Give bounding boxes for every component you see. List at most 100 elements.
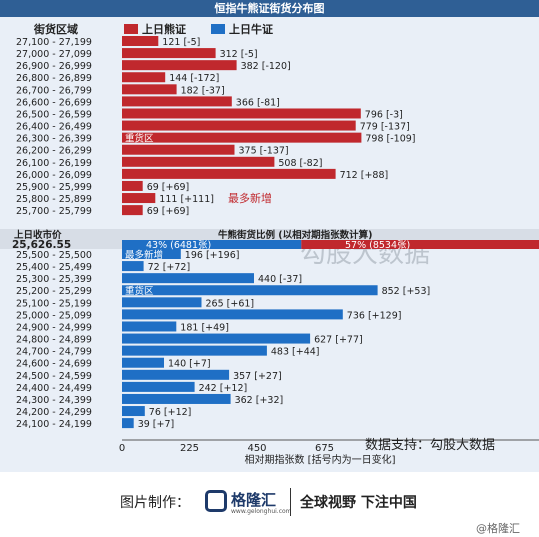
bear-value-label: 366 [-81] <box>236 97 280 108</box>
bull-zone-label: 24,400 - 24,499 <box>16 383 92 394</box>
bull-bar <box>122 321 177 332</box>
x-tick-label: 450 <box>247 443 266 454</box>
bull-value-label: 72 [+72] <box>148 262 191 273</box>
bull-value-label: 440 [-37] <box>258 274 302 285</box>
bear-zone-label: 26,100 - 26,199 <box>16 158 92 169</box>
bear-value-label: 508 [-82] <box>278 158 322 169</box>
bear-value-label: 182 [-37] <box>181 85 225 96</box>
bear-bar <box>122 48 216 59</box>
bull-zone-label: 25,500 - 25,500 <box>16 250 92 261</box>
x-tick-label: 675 <box>315 443 334 454</box>
bull-bar <box>122 357 164 368</box>
legend-bear-label: 上日熊证 <box>142 22 186 36</box>
bull-bar <box>122 261 144 272</box>
bull-bar <box>122 249 181 259</box>
bear-value-label: 798 [-109] <box>365 134 415 145</box>
legend-zone-label: 街货区域 <box>33 22 78 36</box>
bear-bar <box>122 84 177 95</box>
bull-zone-label: 25,000 - 25,099 <box>16 310 92 321</box>
chart-area: 勾股大数据 街货区域 上日熊证 上日牛证 27,100 - 27,199 121 [-… <box>0 17 539 472</box>
legend-bull-label: 上日牛证 <box>229 22 273 36</box>
bull-value-label: 627 [+77] <box>314 335 363 346</box>
brand-url: www.gelonghui.com <box>231 508 292 515</box>
bull-value-label: 362 [+32] <box>235 395 284 406</box>
heavy-bear-annotation: 重货区 <box>125 133 154 145</box>
x-tick-label: 225 <box>180 443 199 454</box>
bear-value-label: 796 [-3] <box>365 109 403 120</box>
bear-bar <box>122 205 143 216</box>
bull-bar <box>122 333 311 344</box>
bear-zone-label: 26,400 - 26,499 <box>16 122 92 133</box>
bull-zone-label: 24,100 - 24,199 <box>16 419 92 430</box>
bear-bar <box>122 108 361 119</box>
bear-bar <box>122 132 362 143</box>
bull-value-label: 852 [+53] <box>382 286 431 297</box>
bull-zone-label: 24,200 - 24,299 <box>16 407 92 418</box>
brand-name: 格隆汇 <box>231 491 277 509</box>
bear-bar <box>122 144 235 155</box>
bull-bar <box>122 345 267 356</box>
bull-bar <box>122 381 195 392</box>
bull-zone-label: 24,500 - 24,599 <box>16 371 92 382</box>
bear-zone-label: 25,900 - 25,999 <box>16 182 92 193</box>
brand-logo-icon <box>205 490 227 512</box>
footer: 图片制作： 格隆汇 www.gelonghui.com 全球视野 下注中国 @格… <box>0 472 539 537</box>
legend-bear-swatch <box>124 24 138 34</box>
bear-value-label: 69 [+69] <box>147 206 190 217</box>
bull-value-label: 39 [+7] <box>138 419 175 430</box>
bear-zone-label: 27,000 - 27,099 <box>16 49 92 60</box>
x-axis-title: 相对期指张数 [括号内为一日变化] <box>245 453 396 466</box>
bear-zone-label: 26,000 - 26,099 <box>16 170 92 181</box>
bear-bar <box>122 120 356 131</box>
bear-value-label: 121 [-5] <box>162 37 200 48</box>
bull-bar <box>122 369 230 380</box>
bear-zone-label: 26,900 - 26,999 <box>16 61 92 72</box>
bear-bar <box>122 168 336 179</box>
bear-ratio-bar <box>301 240 539 249</box>
bear-zone-label: 27,100 - 27,199 <box>16 37 92 48</box>
bear-new-high-annotation: 最多新增 <box>228 191 272 205</box>
bull-bar <box>122 309 343 320</box>
bull-bar <box>122 418 134 429</box>
bull-bar <box>122 297 202 308</box>
bull-value-label: 736 [+129] <box>347 310 402 321</box>
bull-bar <box>122 393 231 404</box>
x-tick-label: 0 <box>119 443 125 454</box>
bear-zone-label: 26,500 - 26,599 <box>16 109 92 120</box>
price-row-value: 25,626.55 <box>12 239 71 251</box>
bull-zone-label: 24,700 - 24,799 <box>16 347 92 358</box>
bull-value-label: 76 [+12] <box>149 407 192 418</box>
bull-zone-label: 25,100 - 25,199 <box>16 298 92 309</box>
heavy-bull-annotation: 重货区 <box>125 285 154 297</box>
bull-value-label: 140 [+7] <box>168 359 211 370</box>
bull-new-high-annotation: 最多新增 <box>125 249 163 261</box>
bear-bar <box>122 72 166 83</box>
bear-zone-label: 26,700 - 26,799 <box>16 85 92 96</box>
bear-bar <box>122 36 159 46</box>
made-by-label: 图片制作： <box>120 495 190 511</box>
bear-value-label: 382 [-120] <box>241 61 291 72</box>
bull-zone-label: 25,300 - 25,399 <box>16 274 92 285</box>
bear-bar <box>122 60 237 71</box>
bear-value-label: 779 [-137] <box>360 122 410 133</box>
bull-zone-label: 24,800 - 24,899 <box>16 335 92 346</box>
bear-bar <box>122 193 156 204</box>
bull-ratio-label: 43% (6481张) <box>146 240 211 251</box>
bear-zone-label: 25,700 - 25,799 <box>16 206 92 217</box>
bear-value-label: 111 [+111] <box>159 194 214 205</box>
bear-value-label: 69 [+69] <box>147 182 190 193</box>
bull-value-label: 483 [+44] <box>271 347 320 358</box>
bear-bar <box>122 180 143 191</box>
bear-zone-label: 26,300 - 26,399 <box>16 134 92 145</box>
bear-value-label: 144 [-172] <box>169 73 219 84</box>
bull-value-label: 357 [+27] <box>233 371 282 382</box>
bull-zone-label: 25,200 - 25,299 <box>16 286 92 297</box>
data-source: 数据支持：勾股大数据 <box>365 438 495 453</box>
bear-value-label: 712 [+88] <box>340 170 389 181</box>
bear-bar <box>122 156 275 167</box>
bull-bar <box>122 285 378 296</box>
bear-zone-label: 25,800 - 25,899 <box>16 194 92 205</box>
bull-bar <box>122 406 145 417</box>
bull-zone-label: 24,600 - 24,699 <box>16 359 92 370</box>
